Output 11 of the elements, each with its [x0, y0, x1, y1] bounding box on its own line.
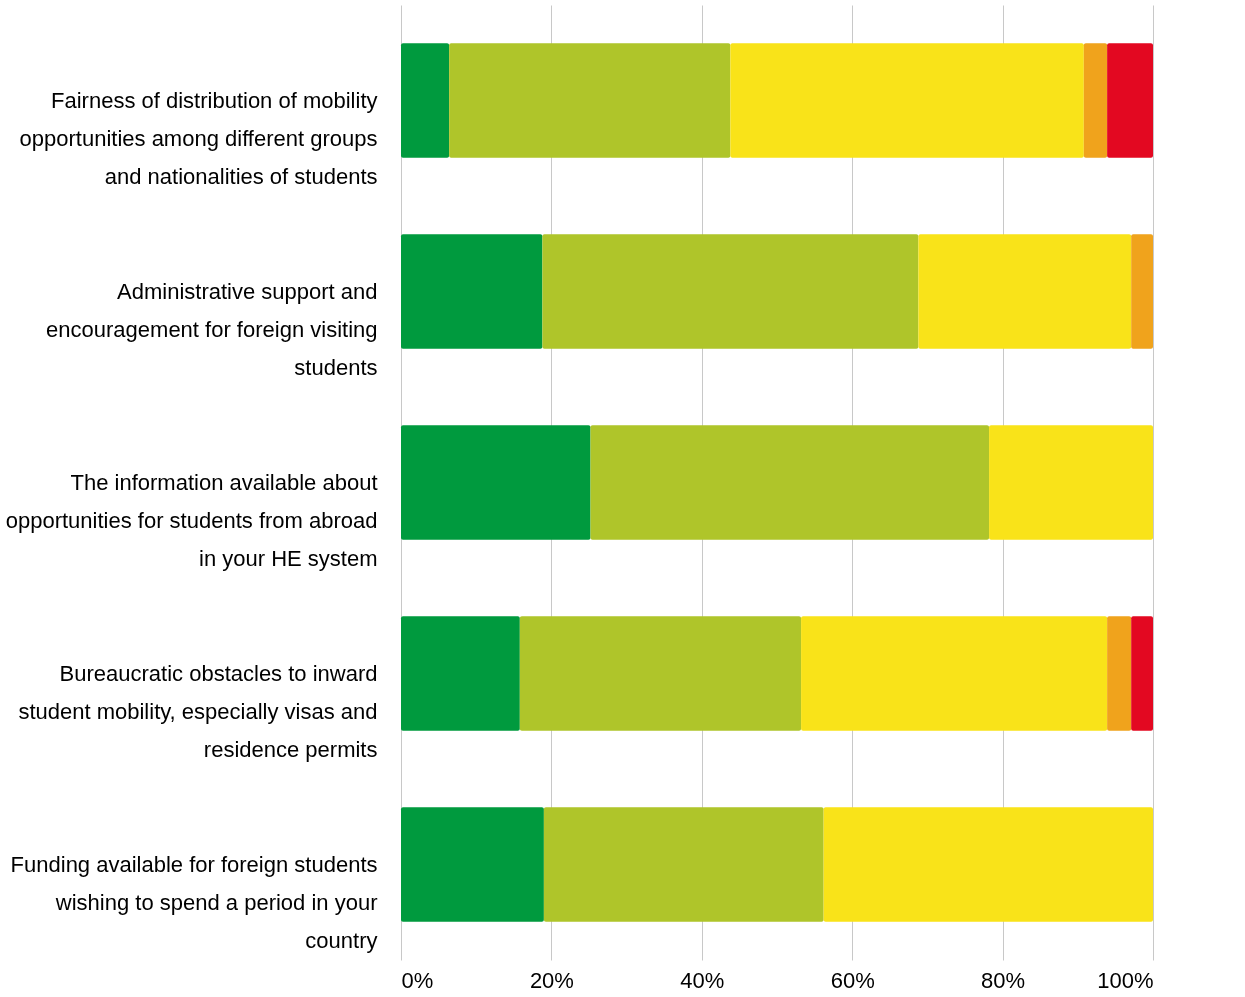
x-tick-label: 40%: [680, 967, 725, 993]
x-tick-label: 80%: [981, 967, 1026, 993]
x-tick-label: 100%: [1097, 967, 1154, 993]
x-tick-label: 0%: [401, 967, 434, 993]
x-tick-label: 60%: [830, 967, 875, 993]
y-tick-label: Administrative support and encouragement for foreign visiting students: [46, 278, 378, 380]
y-tick-label: Fairness of distribution of mobility opportunities among different groups and nationalities of students: [19, 87, 378, 189]
y-tick-label: Funding available for foreign students wishing to spend a period in your country: [10, 851, 378, 953]
y-tick-label: The information available about opportunities for students from abroad in your HE system: [5, 469, 378, 571]
x-tick-label: 20%: [529, 967, 574, 993]
y-tick-label: Bureaucratic obstacles to inward student mobility, especially visas and residence permits: [18, 660, 378, 762]
